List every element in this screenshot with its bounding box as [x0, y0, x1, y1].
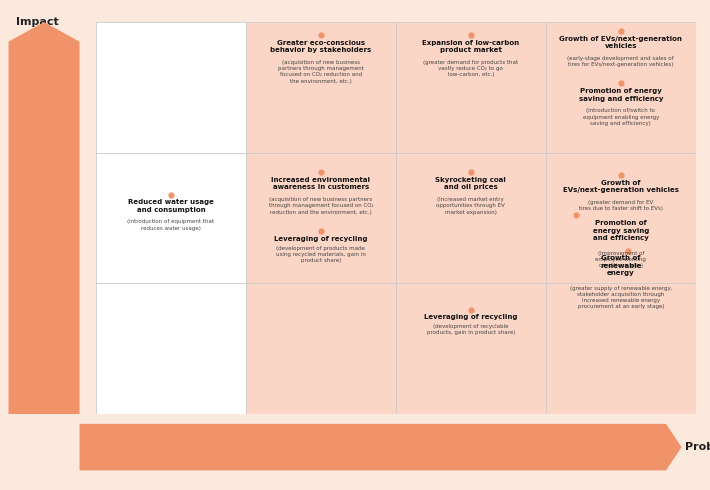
Bar: [96, 22, 246, 153]
Text: Medium: Medium: [39, 198, 49, 238]
Text: Increased environmental
awareness in customers: Increased environmental awareness in cus…: [271, 177, 371, 191]
Text: Expansion of low-carbon
product market: Expansion of low-carbon product market: [422, 40, 520, 53]
Bar: [396, 22, 546, 153]
Text: (early-stage development and sales of
tires for EVs/next-generation vehicles): (early-stage development and sales of ti…: [567, 56, 674, 67]
Text: Impact: Impact: [16, 17, 58, 27]
Text: (development of products made
using recycled materials, gain in
product share): (development of products made using recy…: [276, 246, 366, 263]
Text: Growth of
renewable
energy: Growth of renewable energy: [600, 255, 642, 276]
Text: Greater eco-conscious
behavior by stakeholders: Greater eco-conscious behavior by stakeh…: [271, 40, 371, 53]
Text: (Improvement of
employee working
conditions, etc.): (Improvement of employee working conditi…: [596, 250, 646, 268]
Text: Low: Low: [39, 339, 49, 358]
Text: (introduction of/switch to
equipment enabling energy
saving and efficiency): (introduction of/switch to equipment ena…: [583, 108, 659, 126]
Text: Reduced water usage
and consumption: Reduced water usage and consumption: [128, 199, 214, 213]
Text: (introduction of equipment that
reduces water usage): (introduction of equipment that reduces …: [127, 220, 214, 231]
Text: (greater demand for products that
vastly reduce CO₂ to go
low-carbon, etc.): (greater demand for products that vastly…: [423, 60, 518, 77]
Text: Growth of
EVs/next-generation vehicles: Growth of EVs/next-generation vehicles: [563, 179, 679, 193]
Text: Leveraging of recycling: Leveraging of recycling: [424, 314, 518, 320]
Text: High: High: [610, 442, 632, 452]
Text: High: High: [39, 76, 49, 98]
Bar: [246, 283, 395, 414]
Text: (acquisition of new business partners
through management focused on CO₂
reductio: (acquisition of new business partners th…: [268, 197, 373, 215]
Bar: [246, 22, 395, 153]
Bar: [546, 283, 696, 414]
Text: (greater demand for EV
tires due to faster shift to EVs): (greater demand for EV tires due to fast…: [579, 200, 663, 211]
Text: Medium: Medium: [376, 442, 415, 452]
Text: Promotion of energy
saving and efficiency: Promotion of energy saving and efficienc…: [579, 88, 663, 101]
Text: Low: Low: [161, 442, 180, 452]
Text: Promotion of
energy saving
and efficiency: Promotion of energy saving and efficienc…: [593, 220, 649, 241]
Text: Probability: Probability: [685, 442, 710, 452]
Text: Growth of EVs/next-generation
vehicles: Growth of EVs/next-generation vehicles: [559, 36, 682, 49]
Bar: [396, 283, 546, 414]
Bar: [96, 153, 246, 283]
Bar: [546, 153, 696, 283]
Bar: [96, 283, 246, 414]
Text: Leveraging of recycling: Leveraging of recycling: [274, 236, 368, 242]
Text: (greater supply of renewable energy,
stakeholder acquisition through
increased r: (greater supply of renewable energy, sta…: [569, 286, 672, 310]
Bar: [396, 153, 546, 283]
Text: (Increased market entry
opportunities through EV
market expansion): (Increased market entry opportunities th…: [437, 197, 506, 215]
Bar: [546, 22, 696, 153]
Bar: [246, 153, 395, 283]
Text: (acquisition of new business
partners through management
focused on CO₂ reductio: (acquisition of new business partners th…: [278, 60, 364, 84]
Text: Skyrocketing coal
and oil prices: Skyrocketing coal and oil prices: [435, 177, 506, 191]
Text: (development of recyclable
products, gain in product share): (development of recyclable products, gai…: [427, 324, 515, 336]
